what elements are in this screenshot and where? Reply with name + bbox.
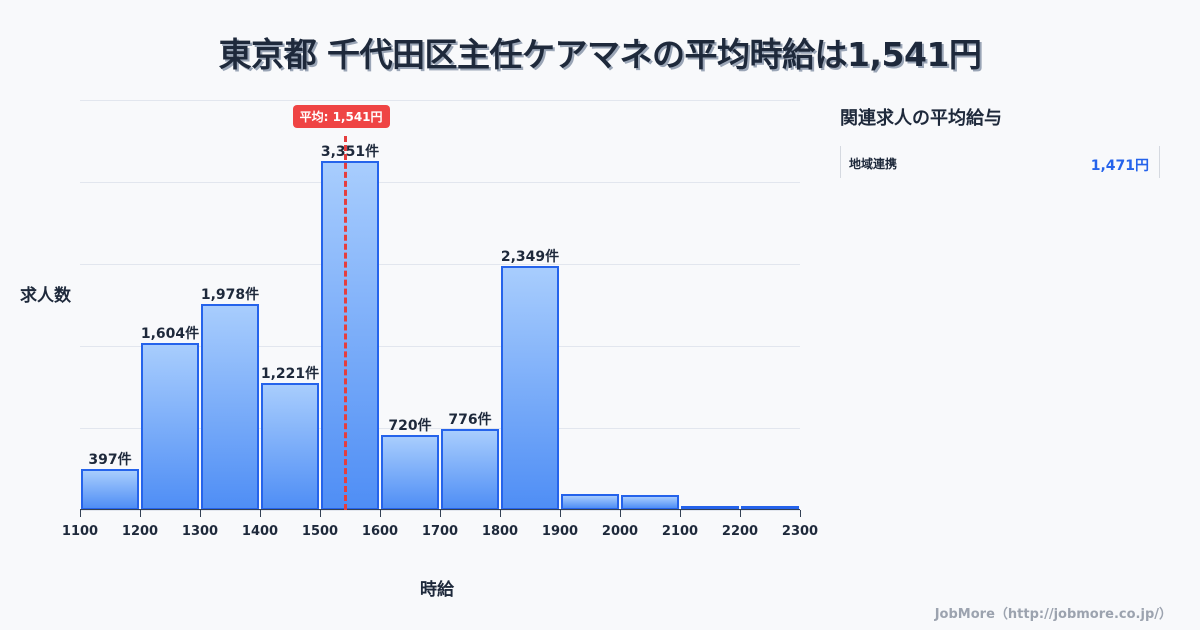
gridline [80, 428, 800, 429]
histogram-bar[interactable] [261, 382, 319, 510]
bar-value-label: 3,351件 [320, 144, 380, 161]
related-job-name: 地域連携 [849, 157, 898, 171]
x-axis-label: 時給 [420, 580, 454, 600]
gridline [80, 264, 800, 265]
average-badge: 平均: 1,541円 [292, 105, 390, 128]
x-tick-mark [140, 510, 141, 517]
x-tick-mark [560, 510, 561, 517]
x-tick-mark [200, 510, 201, 517]
x-tick-mark [620, 510, 621, 517]
x-tick-label: 1200 [121, 524, 159, 539]
bar-value-label: 2,349件 [500, 248, 560, 265]
x-tick-mark [440, 510, 441, 517]
related-salary-title: 関連求人の平均給与 [840, 108, 1002, 129]
bar-value-label: 397件 [88, 451, 132, 468]
x-tick-label: 1400 [241, 524, 279, 539]
x-tick-label: 1600 [361, 524, 399, 539]
gridline [80, 182, 800, 183]
histogram-bar[interactable] [141, 343, 199, 510]
histogram-bar[interactable] [501, 265, 559, 510]
gridline [80, 346, 800, 347]
x-tick-mark [800, 510, 801, 517]
bar-value-label: 776件 [448, 412, 492, 429]
x-tick-mark [380, 510, 381, 517]
x-tick-mark [260, 510, 261, 517]
related-job-salary: 1,471円 [1090, 158, 1149, 174]
bar-value-label: 720件 [388, 418, 432, 435]
histogram-bar[interactable] [81, 468, 139, 510]
footer-credit: JobMore（http://jobmore.co.jp/） [934, 607, 1172, 622]
x-axis-line [80, 509, 800, 510]
histogram-bar[interactable] [561, 493, 619, 510]
histogram-bar[interactable] [321, 161, 379, 510]
histogram-bar[interactable] [441, 429, 499, 510]
page-title: 東京都 千代田区主任ケアマネの平均時給は1,541円 [218, 35, 982, 74]
y-axis-label: 求人数 [20, 286, 71, 306]
x-tick-label: 1300 [181, 524, 219, 539]
x-tick-label: 2000 [601, 524, 639, 539]
x-tick-label: 2300 [781, 524, 819, 539]
x-tick-mark [320, 510, 321, 517]
histogram-bar[interactable] [381, 435, 439, 510]
histogram-bar[interactable] [201, 304, 259, 510]
x-tick-mark [680, 510, 681, 517]
x-tick-label: 2100 [661, 524, 699, 539]
bar-value-label: 1,978件 [200, 287, 260, 304]
x-tick-mark [500, 510, 501, 517]
histogram-plot: 397件 1,604件 1,978件 1,221件 3,351件 720件 776件 2,34… [80, 100, 800, 511]
average-line [343, 136, 347, 510]
x-tick-label: 1900 [541, 524, 579, 539]
bar-value-label: 1,221件 [260, 365, 320, 382]
x-tick-mark [740, 510, 741, 517]
bar-value-label: 1,604件 [140, 326, 200, 343]
gridline [80, 100, 800, 101]
related-salary-item[interactable]: 地域連携 1,471円 [840, 146, 1160, 178]
x-tick-label: 1800 [481, 524, 519, 539]
x-tick-mark [80, 510, 81, 517]
x-tick-label: 1700 [421, 524, 459, 539]
histogram-bar[interactable] [621, 495, 679, 510]
x-tick-label: 2200 [721, 524, 759, 539]
x-tick-label: 1500 [301, 524, 339, 539]
x-tick-label: 1100 [61, 524, 99, 539]
